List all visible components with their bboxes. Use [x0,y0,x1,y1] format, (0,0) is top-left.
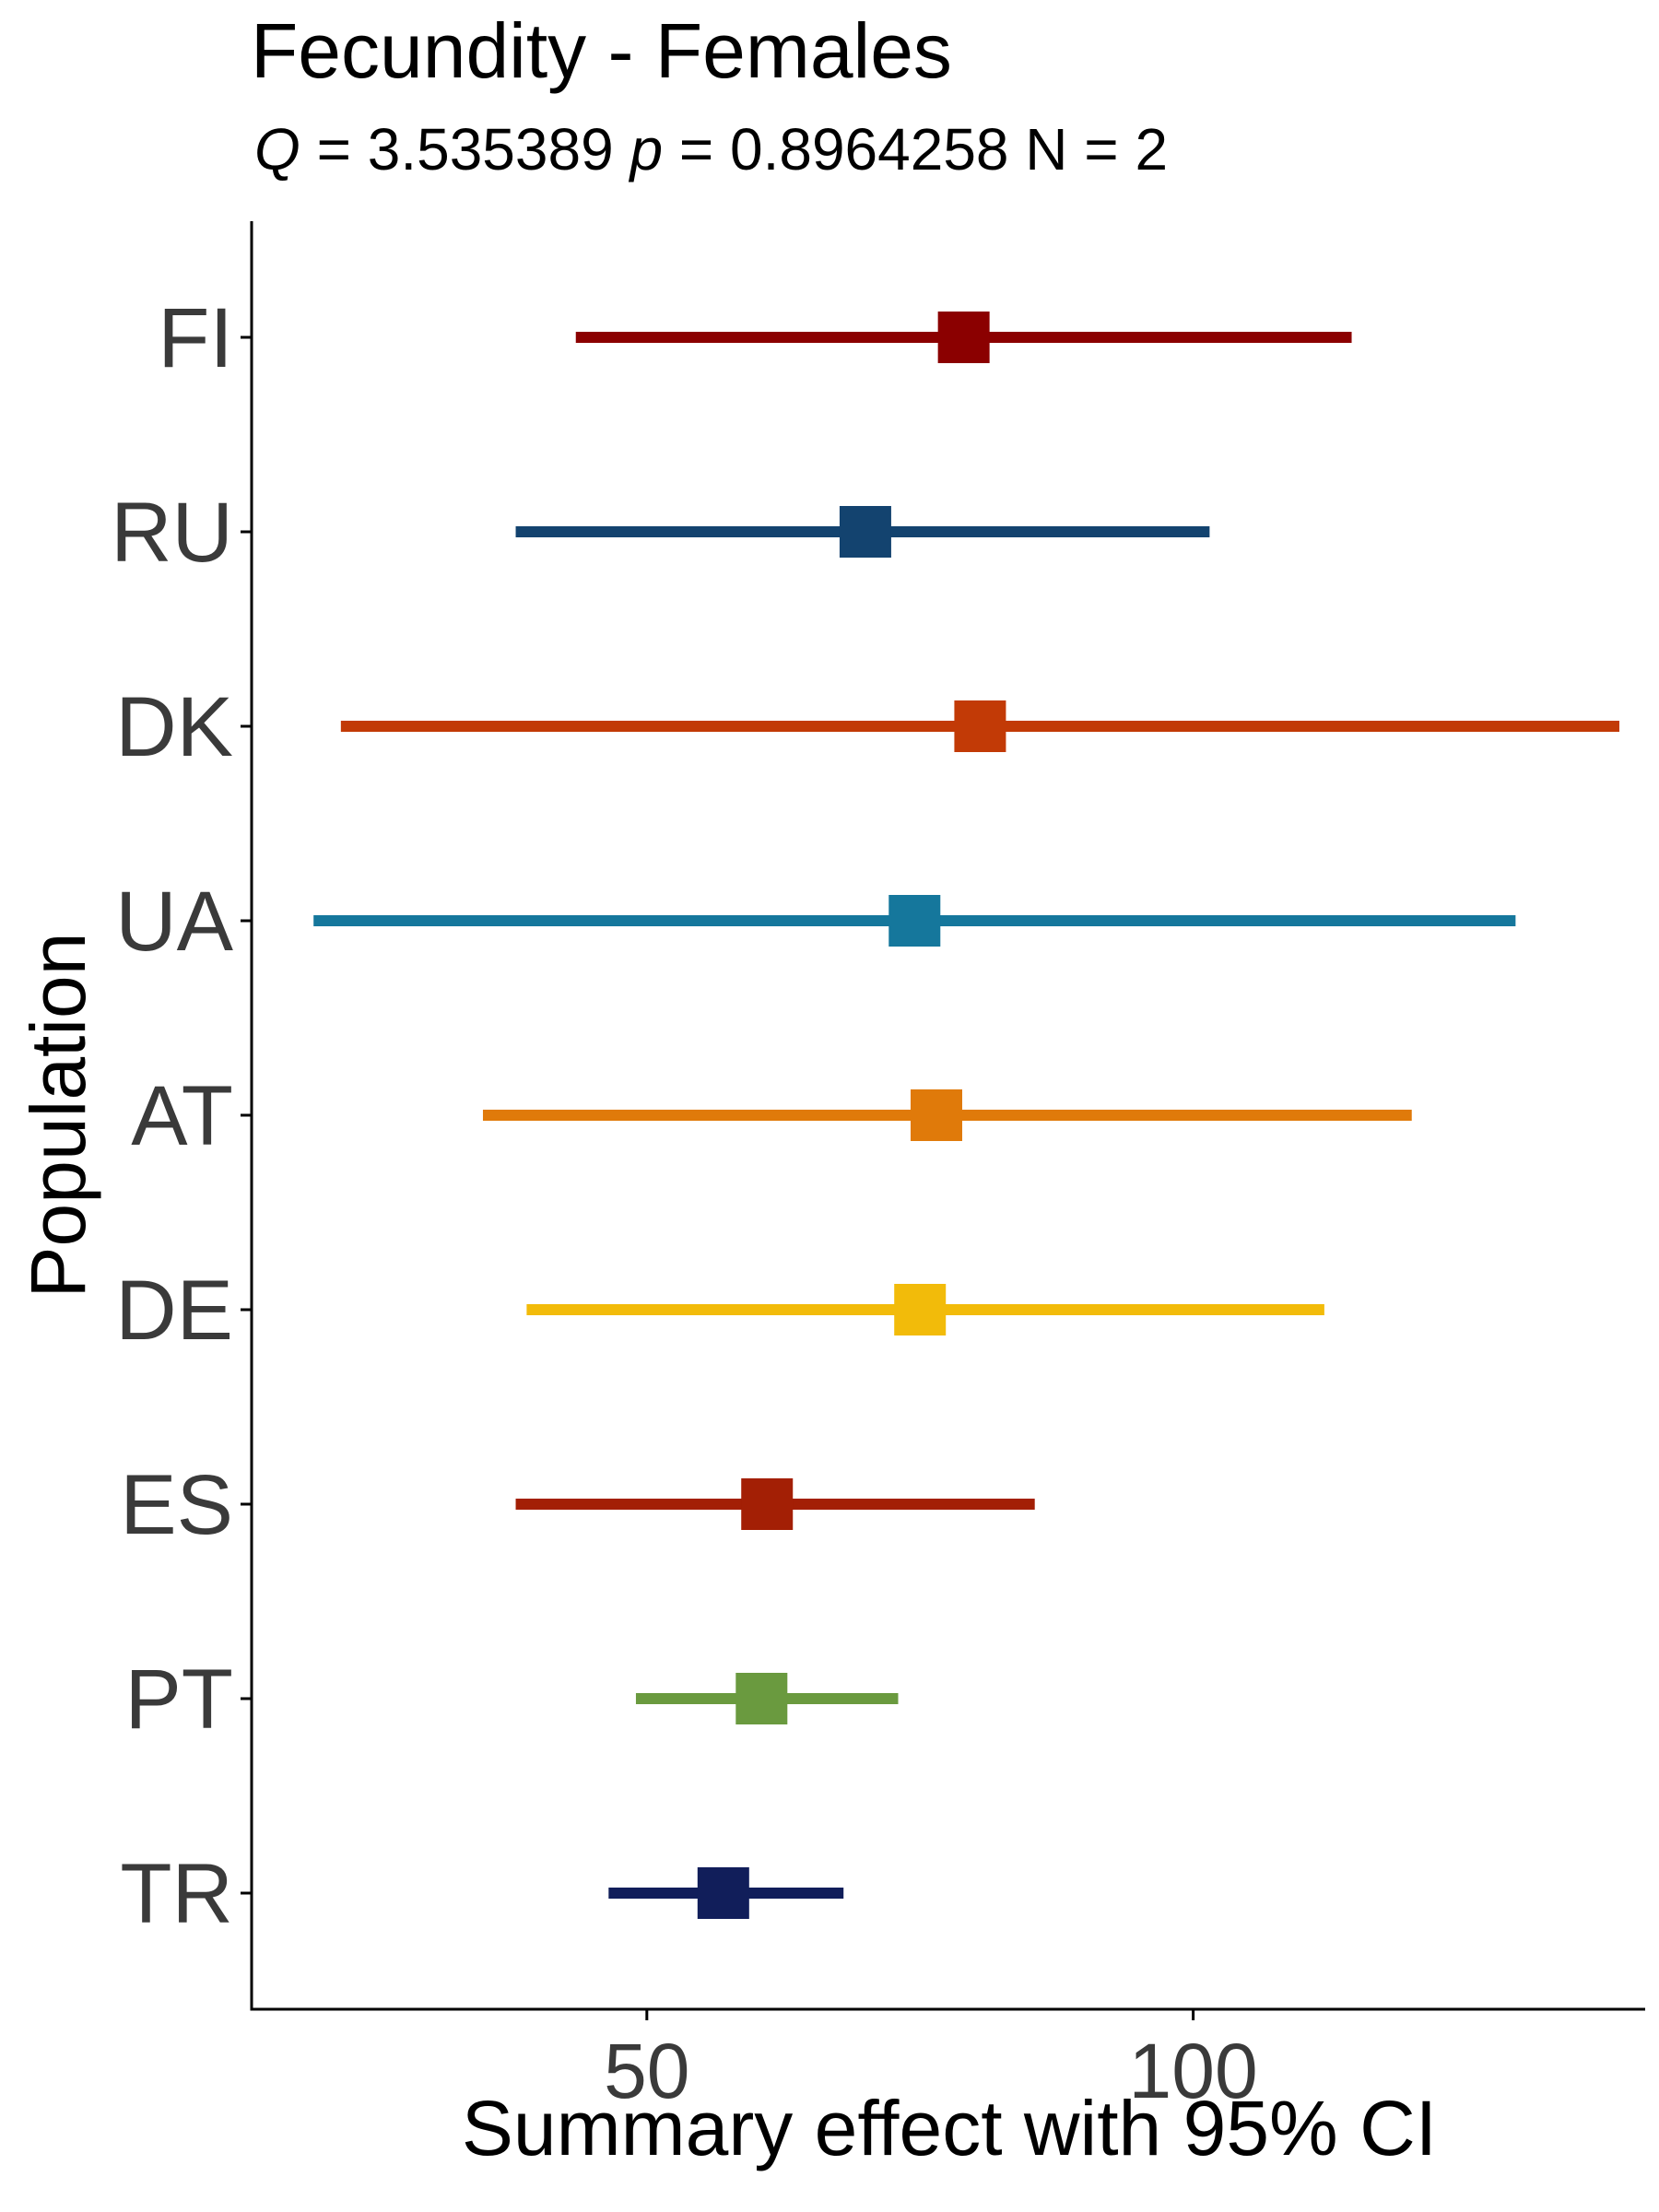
y-tick-label-tr: TR [120,1847,233,1941]
x-axis-title: Summary effect with 95% CI [462,2085,1437,2171]
subtitle-p-label: p [628,116,663,182]
estimate-point-es [741,1478,794,1530]
chart-subtitle: Q = 3.535389 p = 0.8964258 N = 2 [254,116,1168,182]
x-tick-label-50: 50 [604,2028,689,2114]
y-tick-label-dk: DK [115,680,233,774]
y-tick-label-ru: RU [111,486,233,580]
subtitle-p-value: = 0.8964258 N = 2 [663,116,1168,182]
x-tick-label-100: 100 [1129,2028,1258,2114]
estimate-point-fi [937,312,990,363]
y-tick-label-pt: PT [124,1653,233,1747]
y-tick-label-at: AT [131,1069,233,1163]
subtitle-q-label: Q [254,116,300,182]
estimate-point-ru [839,506,891,558]
y-tick-label-ua: UA [115,875,233,969]
estimate-point-de [894,1284,947,1335]
estimate-point-ua [888,895,941,947]
subtitle-q-value: = 3.535389 [300,116,630,182]
estimate-point-dk [954,700,1006,752]
estimate-point-at [911,1089,962,1141]
plot-area: FI RU DK UA AT DE ES PT TR 50 100 [111,291,1619,2114]
y-tick-label-de: DE [115,1264,233,1358]
y-tick-label-fi: FI [158,291,233,385]
estimate-point-tr [697,1867,749,1919]
estimate-point-pt [735,1673,788,1724]
chart-title: Fecundity - Females [251,7,952,94]
y-axis-title: Population [15,933,101,1299]
y-tick-label-es: ES [120,1458,233,1552]
